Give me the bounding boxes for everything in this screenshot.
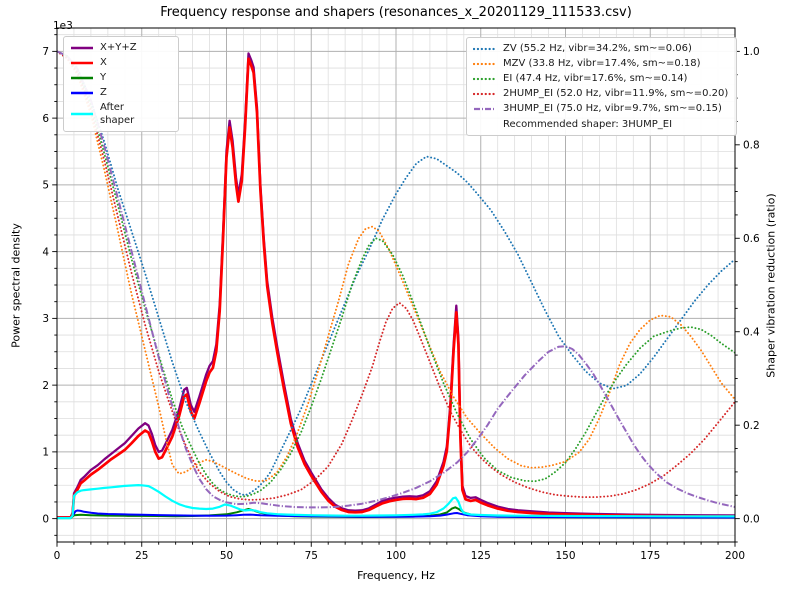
zv-sample-line [473, 47, 497, 50]
sum_xyz-sample-line [71, 46, 93, 49]
legend-shapers: ZV (55.2 Hz, vibr=34.2%, sm~=0.06) MZV (3… [466, 37, 738, 136]
curve-ei [57, 50, 735, 498]
chart-title: Frequency response and shapers (resonanc… [160, 5, 632, 20]
ei-sample-line [473, 77, 497, 80]
y-right-axis-label: Shaper vibration reduction (ratio) [764, 193, 778, 378]
y-left-offset-text: 1e3 [53, 20, 73, 32]
x-tick-label: 100 [386, 550, 406, 562]
legend-item-sum_xyz: X+Y+Z [70, 40, 170, 55]
legend-item-label: Y [100, 72, 107, 83]
x-tick-label: 175 [640, 550, 660, 562]
legend-footer-note: Recommended shaper: 3HUMP_EI [473, 116, 728, 132]
legend-item-y: Y [70, 70, 170, 85]
recommended-shaper-text: Recommended shaper: 3HUMP_EI [503, 118, 673, 130]
z-sample-line [71, 91, 93, 94]
legend-item-x: X [70, 55, 170, 70]
legend-item-ei: EI (47.4 Hz, vibr=17.6%, sm~=0.14) [473, 71, 728, 86]
legend-item-after_shaper: After shaper [70, 100, 170, 128]
y-right-tick-label: 0.4 [743, 326, 760, 338]
x-tick-label: 0 [54, 550, 61, 562]
legend-item-label: EI (47.4 Hz, vibr=17.6%, sm~=0.14) [503, 73, 688, 84]
y-left-tick-label: 7 [42, 46, 49, 58]
y-left-axis-label: Power spectral density [9, 223, 23, 348]
y-right-tick-label: 0.6 [743, 233, 760, 245]
2hump_ei-sample-line [473, 92, 497, 95]
curves [57, 50, 735, 520]
x-tick-label: 50 [220, 550, 233, 562]
legend-psd-curves: X+Y+Z X Y Z After shaper [63, 36, 179, 132]
legend-item-label: MZV (33.8 Hz, vibr=17.4%, sm~=0.18) [503, 58, 701, 69]
mzv-sample-line [473, 62, 497, 65]
legend-item-label: Z [100, 87, 107, 98]
curve-zv [57, 50, 735, 497]
y-right-tick-label: 1.0 [743, 46, 760, 58]
axis-tick-labels: 0 25 50 75 100 125 150 175 200 0 1 2 3 4 5 6 7 0.0 0.2 0.4 0… [42, 46, 760, 562]
y-right-tick-label: 0.2 [743, 420, 760, 432]
legend-item-mzv: MZV (33.8 Hz, vibr=17.4%, sm~=0.18) [473, 56, 728, 71]
legend-item-label: After shaper [100, 102, 135, 126]
legend-item-label: 2HUMP_EI (52.0 Hz, vibr=11.9%, sm~=0.20) [503, 88, 729, 99]
x-tick-label: 200 [725, 550, 745, 562]
after_shaper-sample-line [71, 112, 93, 116]
x-tick-label: 150 [555, 550, 575, 562]
3hump_ei-sample-line [474, 107, 496, 110]
curve-3hump_ei [57, 50, 735, 509]
y-left-tick-label: 3 [42, 313, 49, 325]
curve-x [57, 57, 735, 519]
y-left-tick-label: 0 [42, 513, 49, 525]
y-sample-line [71, 76, 93, 79]
legend-item-zv: ZV (55.2 Hz, vibr=34.2%, sm~=0.06) [473, 41, 728, 56]
x-tick-label: 125 [471, 550, 491, 562]
x-tick-label: 25 [135, 550, 148, 562]
curve-mzv [57, 50, 735, 483]
legend-item-label: X+Y+Z [100, 42, 137, 53]
x-tick-label: 75 [305, 550, 318, 562]
legend-item-z: Z [70, 85, 170, 100]
legend-item-3hump_ei: 3HUMP_EI (75.0 Hz, vibr=9.7%, sm~=0.15) [473, 101, 728, 116]
y-right-tick-label: 0.8 [743, 140, 760, 152]
y-left-tick-label: 6 [42, 113, 49, 125]
x-axis-label: Frequency, Hz [357, 569, 435, 582]
y-left-tick-label: 5 [42, 180, 49, 192]
legend-item-label: X [100, 57, 107, 68]
legend-item-label: ZV (55.2 Hz, vibr=34.2%, sm~=0.06) [503, 43, 692, 54]
y-left-tick-label: 4 [42, 246, 49, 258]
legend-item-2hump_ei: 2HUMP_EI (52.0 Hz, vibr=11.9%, sm~=0.20) [473, 86, 728, 101]
x-sample-line [71, 61, 93, 64]
y-right-tick-label: 0.0 [743, 513, 760, 525]
y-left-tick-label: 1 [42, 447, 49, 459]
axis-ticks [52, 34, 740, 547]
curve-after_shaper [57, 484, 735, 520]
y-left-tick-label: 2 [42, 380, 49, 392]
legend-item-label: 3HUMP_EI (75.0 Hz, vibr=9.7%, sm~=0.15) [503, 103, 722, 114]
